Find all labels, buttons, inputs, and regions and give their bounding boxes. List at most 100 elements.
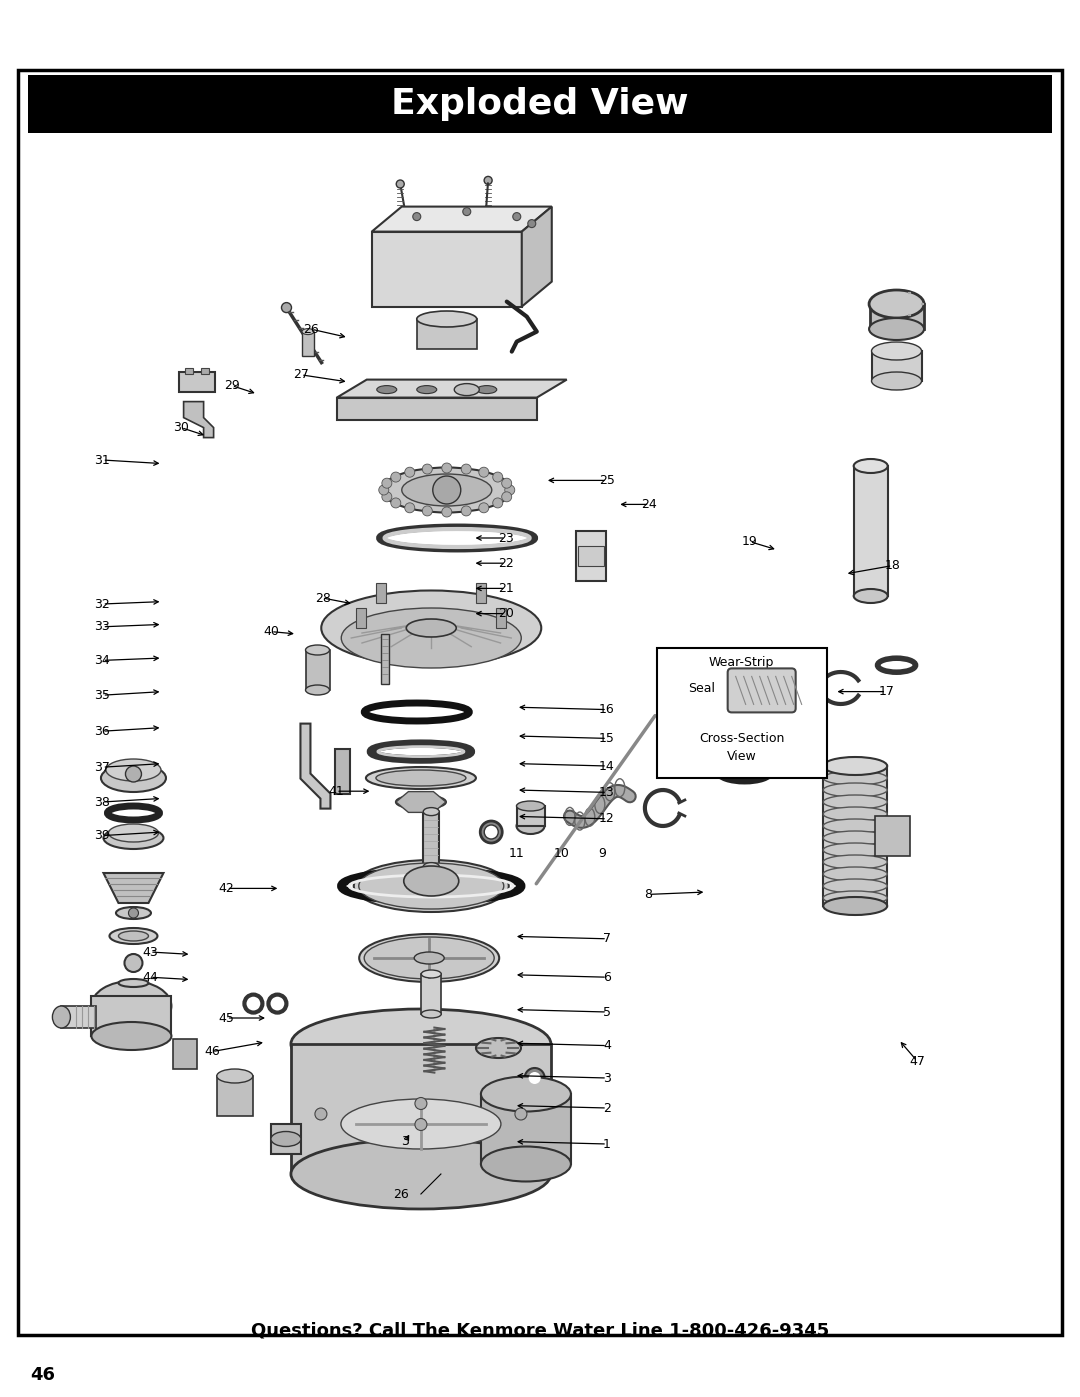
Text: Cross-Section: Cross-Section — [699, 732, 784, 745]
Ellipse shape — [106, 759, 161, 781]
Circle shape — [513, 212, 521, 221]
Circle shape — [125, 766, 141, 782]
Circle shape — [515, 1108, 527, 1120]
Circle shape — [422, 506, 432, 515]
Ellipse shape — [417, 386, 436, 394]
Bar — [423, 812, 440, 866]
Ellipse shape — [291, 1009, 551, 1078]
Polygon shape — [522, 207, 552, 306]
Text: 27: 27 — [293, 369, 309, 381]
Text: 34: 34 — [95, 654, 110, 666]
Polygon shape — [396, 792, 446, 813]
Circle shape — [415, 1098, 427, 1109]
Bar — [869, 305, 923, 330]
Text: 19: 19 — [742, 535, 757, 548]
Text: 39: 39 — [95, 828, 110, 842]
Ellipse shape — [823, 819, 887, 833]
Ellipse shape — [484, 826, 498, 840]
Ellipse shape — [306, 645, 329, 655]
Bar — [823, 766, 887, 907]
Ellipse shape — [823, 759, 887, 773]
Ellipse shape — [823, 757, 887, 775]
Bar — [271, 1125, 301, 1154]
Circle shape — [502, 478, 512, 488]
Circle shape — [129, 908, 138, 918]
Ellipse shape — [341, 608, 522, 668]
Bar — [875, 816, 910, 856]
Bar — [185, 367, 192, 374]
Bar — [417, 319, 476, 349]
Ellipse shape — [406, 619, 456, 637]
Bar — [302, 331, 314, 356]
Bar — [657, 648, 826, 778]
Ellipse shape — [823, 771, 887, 785]
Text: 7: 7 — [603, 932, 611, 946]
Circle shape — [282, 303, 292, 313]
Ellipse shape — [321, 591, 541, 665]
Circle shape — [422, 464, 432, 474]
Circle shape — [391, 497, 401, 509]
Text: 8: 8 — [645, 888, 652, 901]
Text: 38: 38 — [95, 795, 110, 809]
Ellipse shape — [119, 930, 148, 942]
Circle shape — [382, 492, 392, 502]
Ellipse shape — [823, 897, 887, 915]
Ellipse shape — [354, 861, 509, 912]
Ellipse shape — [872, 372, 921, 390]
Ellipse shape — [53, 1006, 70, 1028]
Text: Exploded View: Exploded View — [391, 87, 689, 122]
Text: 14: 14 — [599, 760, 615, 773]
Ellipse shape — [291, 1139, 551, 1208]
Circle shape — [415, 1119, 427, 1130]
Polygon shape — [300, 724, 330, 809]
Text: 40: 40 — [264, 624, 279, 638]
Text: 13: 13 — [599, 787, 615, 799]
Ellipse shape — [381, 468, 512, 513]
Ellipse shape — [396, 795, 446, 809]
Circle shape — [396, 180, 404, 189]
Ellipse shape — [823, 868, 887, 882]
Bar — [306, 650, 329, 690]
Text: 29: 29 — [224, 379, 240, 393]
Ellipse shape — [516, 800, 544, 812]
Circle shape — [502, 492, 512, 502]
Text: Seal: Seal — [688, 682, 715, 694]
Ellipse shape — [108, 824, 159, 842]
Bar — [92, 996, 172, 1037]
Ellipse shape — [481, 1147, 571, 1182]
Circle shape — [478, 467, 489, 478]
Text: 46: 46 — [204, 1045, 220, 1058]
Text: 33: 33 — [95, 620, 110, 633]
Ellipse shape — [476, 386, 497, 394]
Ellipse shape — [869, 319, 924, 339]
Bar — [476, 583, 486, 604]
Circle shape — [528, 219, 536, 228]
Ellipse shape — [529, 1071, 541, 1084]
Circle shape — [442, 462, 451, 474]
Circle shape — [315, 1108, 327, 1120]
Ellipse shape — [271, 1132, 301, 1147]
Ellipse shape — [404, 866, 459, 895]
Text: 10: 10 — [554, 847, 569, 861]
Text: Questions? Call The Kenmore Water Line 1-800-426-9345: Questions? Call The Kenmore Water Line 1… — [251, 1322, 829, 1338]
Text: 46: 46 — [30, 1366, 55, 1384]
Ellipse shape — [823, 795, 887, 809]
Ellipse shape — [302, 328, 314, 335]
Text: 21: 21 — [498, 583, 514, 595]
Ellipse shape — [455, 384, 480, 395]
Text: 26: 26 — [393, 1187, 409, 1200]
Bar — [356, 608, 366, 629]
Circle shape — [413, 212, 421, 221]
Text: 47: 47 — [909, 1055, 926, 1067]
Text: 5: 5 — [603, 1006, 611, 1018]
Ellipse shape — [119, 979, 148, 988]
Text: 11: 11 — [509, 847, 524, 861]
Text: 28: 28 — [314, 591, 330, 605]
Polygon shape — [184, 401, 214, 437]
Circle shape — [379, 485, 389, 495]
Ellipse shape — [823, 807, 887, 821]
Ellipse shape — [823, 831, 887, 845]
Ellipse shape — [364, 937, 495, 979]
Text: 12: 12 — [599, 812, 615, 826]
Ellipse shape — [366, 767, 476, 789]
